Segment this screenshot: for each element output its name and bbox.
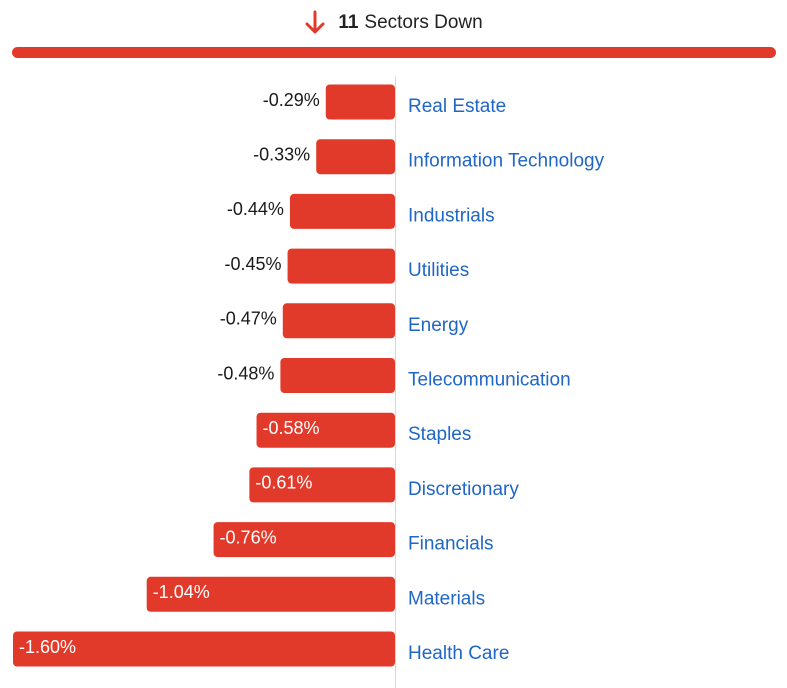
bar-telecommunication[interactable] [280,358,395,393]
category-link[interactable]: Energy [408,315,469,336]
value-label: -1.04% [153,582,210,602]
value-label: -0.33% [253,144,310,164]
bar-information-technology[interactable] [316,139,395,175]
category-link[interactable]: Health Care [408,643,509,664]
category-link[interactable]: Staples [408,424,471,445]
value-label: -0.58% [263,418,320,438]
value-label: -0.47% [220,309,277,329]
category-link[interactable]: Telecommunication [408,370,571,391]
bar-energy[interactable] [282,303,395,339]
category-link[interactable]: Materials [408,588,485,609]
bar-real-estate[interactable] [325,84,395,120]
value-label: -0.48% [217,363,274,383]
sectors-down-count: 11 [338,12,359,33]
value-label: -1.60% [19,637,76,657]
category-link[interactable]: Discretionary [408,479,519,500]
category-link[interactable]: Real Estate [408,96,506,117]
bar-utilities[interactable] [287,248,395,284]
category-link[interactable]: Industrials [408,205,495,226]
sectors-down-label: Sectors Down [364,12,483,33]
value-label: -0.61% [255,473,312,493]
bar-industrials[interactable] [289,193,395,229]
category-link[interactable]: Information Technology [408,151,605,172]
value-label: -0.29% [263,90,320,110]
arrow-down-icon [305,10,325,34]
category-link[interactable]: Financials [408,534,494,555]
value-label: -0.45% [225,254,282,274]
value-label: -0.44% [227,199,284,219]
sector-summary-header: 11 Sectors Down [0,6,787,40]
sectors-down-summary-bar [12,47,776,58]
value-label: -0.76% [220,527,277,547]
bar-materials[interactable] [146,576,395,612]
bar-financials[interactable] [213,522,395,558]
category-link[interactable]: Utilities [408,260,469,281]
bar-discretionary[interactable] [249,467,395,503]
bar-staples[interactable] [256,412,395,448]
bar-health-care[interactable] [13,631,395,667]
